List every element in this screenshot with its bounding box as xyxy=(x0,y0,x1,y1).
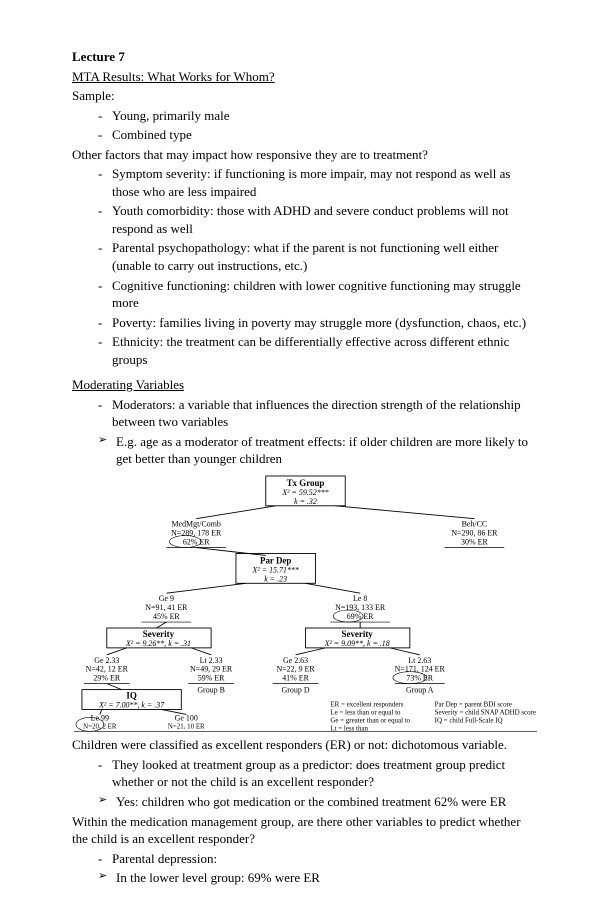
ge9-l1: Ge 9 xyxy=(159,594,174,603)
legend-r3: IQ = child Full-Scale IQ xyxy=(435,716,503,724)
lt263-l3: 73% ER xyxy=(406,674,433,683)
behcc-l1: Beh/CC xyxy=(462,520,488,529)
page-title: MTA Results: What Works for Whom? xyxy=(72,68,539,86)
tree-svg: Tx Group X² = 59.52*** k = .32 MedMgt/Co… xyxy=(72,474,539,732)
tx-group-title: Tx Group xyxy=(287,478,325,488)
decision-tree-diagram: Tx Group X² = 59.52*** k = .32 MedMgt/Co… xyxy=(72,474,539,732)
sevL-title: Severity xyxy=(143,629,175,639)
ge233-l1: Ge 2.33 xyxy=(94,656,119,665)
medmgt-l1: MedMgt/Comb xyxy=(172,520,221,529)
moderating-heading: Moderating Variables xyxy=(72,376,539,394)
pardep-k: k = .23 xyxy=(264,574,287,583)
list-item: Poverty: families living in poverty may … xyxy=(98,314,539,332)
behcc-l3: 30% ER xyxy=(461,538,488,547)
list-item: Moderators: a variable that influences t… xyxy=(98,396,539,431)
moderating-example: E.g. age as a moderator of treatment eff… xyxy=(72,433,539,468)
below-p2: Within the medication management group, … xyxy=(72,813,539,848)
legend-l1: ER = excellent responders xyxy=(330,701,403,709)
lt263-l1: Lt 2.63 xyxy=(408,656,431,665)
pardep-stat: X² = 15.71*** xyxy=(252,565,299,574)
sample-heading: Sample: xyxy=(72,87,539,105)
list-item: E.g. age as a moderator of treatment eff… xyxy=(98,433,539,468)
ge263-grp: Group D xyxy=(282,686,310,695)
other-factors-list: Symptom severity: if functioning is more… xyxy=(72,165,539,368)
ge263-l1: Ge 2.63 xyxy=(283,656,308,665)
lt233-l3: 59% ER xyxy=(198,674,225,683)
list-item: They looked at treatment group as a pred… xyxy=(98,756,539,791)
list-item: In the lower level group: 69% were ER xyxy=(98,869,539,887)
list-item: Symptom severity: if functioning is more… xyxy=(98,165,539,200)
list-item: Yes: children who got medication or the … xyxy=(98,793,539,811)
behcc-l2: N=290, 86 ER xyxy=(451,529,498,538)
legend-l2: Le = less than or equal to xyxy=(330,708,401,716)
ge9-l3: 45% ER xyxy=(153,612,180,621)
lt233-l1: Lt 2.33 xyxy=(200,656,223,665)
tx-group-stat: X² = 59.52*** xyxy=(281,488,328,497)
list-item: Young, primarily male xyxy=(98,107,539,125)
ge233-l2: N=42, 12 ER xyxy=(86,665,129,674)
sevR-title: Severity xyxy=(342,629,374,639)
ge263-l2: N=22, 9 ER xyxy=(276,665,315,674)
ge233-l3: 29% ER xyxy=(93,674,120,683)
below-list-2: Parental depression: xyxy=(72,850,539,868)
pardep-title: Par Dep xyxy=(260,555,291,565)
other-factors-heading: Other factors that may impact how respon… xyxy=(72,146,539,164)
ge100-l2: N=21, 10 ER xyxy=(168,722,205,730)
list-item: Youth comorbidity: those with ADHD and s… xyxy=(98,202,539,237)
medmgt-l3: 62% ER xyxy=(183,538,210,547)
lt263-grp: Group A xyxy=(406,686,434,695)
legend-r2: Severity = child SNAP ADHD score xyxy=(435,708,536,716)
legend-l3: Ge = greater than or equal to xyxy=(330,716,410,724)
moderating-heading-text: Moderating Variables xyxy=(72,377,184,392)
iq-title: IQ xyxy=(126,691,136,701)
moderating-list: Moderators: a variable that influences t… xyxy=(72,396,539,431)
ge263-l3: 41% ER xyxy=(282,674,309,683)
below-arrow-2: In the lower level group: 69% were ER xyxy=(72,869,539,887)
lt233-grp: Group B xyxy=(197,686,225,695)
le8-l1: Le 8 xyxy=(353,594,367,603)
sevL-stat: X² = 9.26**, k = .31 xyxy=(125,639,191,648)
list-item: Parental psychopathology: what if the pa… xyxy=(98,239,539,274)
list-item: Parental depression: xyxy=(98,850,539,868)
list-item: Combined type xyxy=(98,126,539,144)
document-page: Lecture 7 MTA Results: What Works for Wh… xyxy=(0,0,595,919)
iq-stat: X² = 7.00**, k = .37 xyxy=(98,701,165,710)
list-item: Ethnicity: the treatment can be differen… xyxy=(98,333,539,368)
sevR-stat: X² = 9.09**, k = .18 xyxy=(324,639,390,648)
lt233-l2: N=49, 29 ER xyxy=(190,665,233,674)
tx-group-k: k = .32 xyxy=(294,497,317,506)
ge9-l2: N=91, 41 ER xyxy=(145,603,188,612)
lecture-heading: Lecture 7 xyxy=(72,48,539,66)
below-p1: Children were classified as excellent re… xyxy=(72,736,539,754)
below-list-1: They looked at treatment group as a pred… xyxy=(72,756,539,791)
sample-list: Young, primarily male Combined type xyxy=(72,107,539,144)
list-item: Cognitive functioning: children with low… xyxy=(98,277,539,312)
legend-r1: Par Dep = parent BDI score xyxy=(435,701,512,709)
below-arrow-1: Yes: children who got medication or the … xyxy=(72,793,539,811)
ge100-l1: Ge 100 xyxy=(175,713,198,722)
